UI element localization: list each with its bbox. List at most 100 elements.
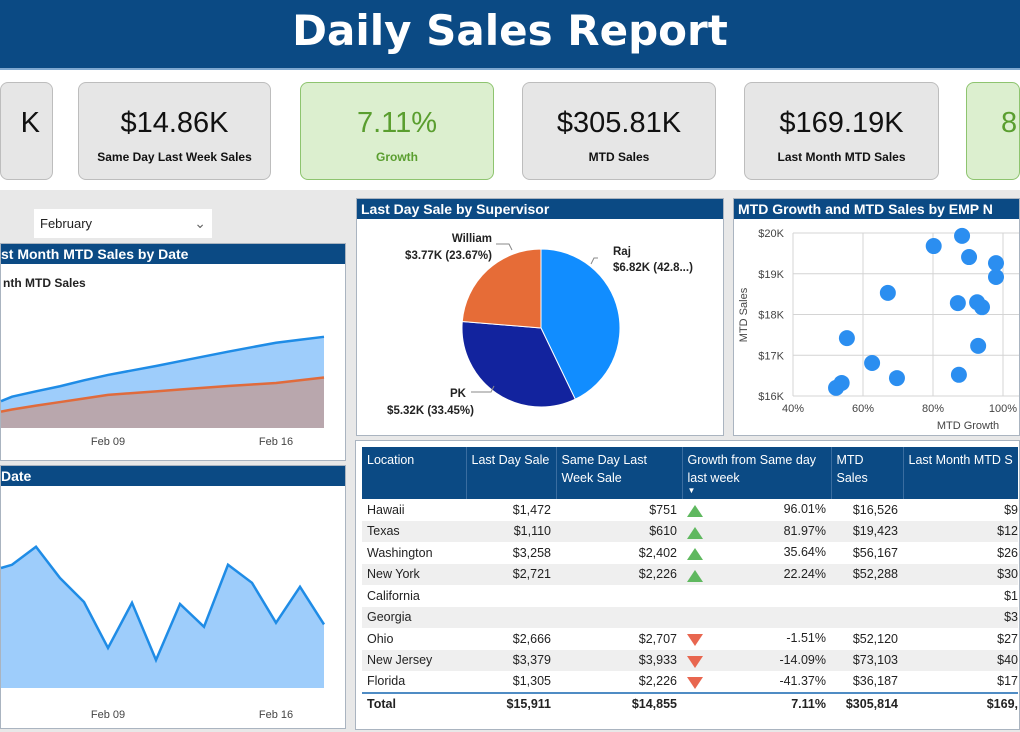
pie-label-name: PK bbox=[450, 388, 467, 400]
cell-last-day-sale bbox=[466, 606, 556, 628]
table-total-row: Total $15,911 $14,855 7.11% $305,814 $16… bbox=[362, 691, 1018, 715]
cell-last-day-sale: $2,721 bbox=[466, 563, 556, 585]
scatter-point bbox=[879, 284, 896, 301]
table-row[interactable]: New York $2,721 $2,226 22.24% $52,288 $3… bbox=[362, 563, 1018, 585]
growth-value: -1.51% bbox=[786, 631, 826, 646]
pie-leader-line bbox=[590, 257, 598, 265]
table-row[interactable]: Washington $3,258 $2,402 35.64% $56,167 … bbox=[362, 542, 1018, 564]
cell-same-day-last-week: $2,707 bbox=[638, 631, 677, 646]
cell-growth bbox=[682, 606, 831, 628]
column-header-growth[interactable]: Growth from Same day last week ▼ bbox=[682, 447, 832, 499]
month-slicer-dropdown[interactable]: February ⌄ bbox=[34, 209, 212, 238]
column-header-last-day-sale[interactable]: Last Day Sale bbox=[466, 447, 557, 499]
cell-growth: 22.24% bbox=[682, 563, 831, 585]
kpi-card-mtd-sales: $305.81K MTD Sales bbox=[522, 82, 716, 180]
y-tick-label: $18K bbox=[758, 310, 784, 322]
chevron-down-icon: ⌄ bbox=[194, 215, 206, 231]
kpi-card-same-day-last-week: $14.86K Same Day Last Week Sales bbox=[78, 82, 271, 180]
cell-last-month-mtd: $17 bbox=[997, 674, 1018, 689]
table-row[interactable]: Ohio $2,666 $2,707 -1.51% $52,120 $27 bbox=[362, 628, 1018, 650]
cell-last-day-sale: $1,110 bbox=[466, 520, 556, 542]
pie-leader-line bbox=[496, 243, 513, 251]
growth-value: 35.64% bbox=[783, 545, 826, 560]
cell-growth: 81.97% bbox=[682, 520, 831, 542]
table-row[interactable]: Florida $1,305 $2,226 -41.37% $36,187 $1… bbox=[362, 671, 1018, 693]
cell-mtd-sales bbox=[831, 585, 903, 607]
table-row[interactable]: California $1 bbox=[362, 585, 1018, 607]
cell-last-month-mtd: $12 bbox=[903, 520, 1018, 542]
chart-title: Date bbox=[1, 466, 345, 486]
cell-last-month-mtd: $40 bbox=[903, 649, 1018, 671]
column-header-location[interactable]: Location bbox=[362, 447, 467, 499]
cell-growth: 35.64% bbox=[682, 542, 831, 564]
growth-value: -41.37% bbox=[779, 673, 826, 688]
trend-down-icon bbox=[687, 634, 703, 647]
table-row[interactable]: Texas $1,110 $610 81.97% $19,423 $12 bbox=[362, 520, 1018, 542]
page-title: Daily Sales Report bbox=[292, 6, 728, 55]
cell-mtd-sales: $73,103 bbox=[831, 649, 903, 671]
cell-growth: -1.51% bbox=[682, 628, 831, 650]
x-tick-label: Feb 16 bbox=[259, 436, 293, 448]
scatter-point bbox=[838, 330, 855, 347]
scatter-point bbox=[974, 299, 990, 316]
cell-location: California bbox=[367, 588, 420, 603]
kpi-card-last-day-sales: K bbox=[0, 82, 53, 180]
column-header-mtd-sales[interactable]: MTD Sales bbox=[831, 447, 904, 499]
scatter-point bbox=[950, 366, 967, 383]
kpi-card-growth: 7.11% Growth bbox=[300, 82, 494, 180]
x-tick-label: Feb 09 bbox=[91, 709, 125, 721]
trend-up-icon bbox=[687, 569, 703, 582]
x-tick-label: 40% bbox=[782, 403, 804, 415]
cell-mtd-sales: $19,423 bbox=[831, 520, 903, 542]
pie-label-value: $6.82K (42.8...) bbox=[613, 262, 693, 274]
table-row[interactable]: Hawaii $1,472 $751 96.01% $16,526 $9 bbox=[362, 499, 1018, 521]
location-sales-table: Location Last Day Sale Same Day Last Wee… bbox=[362, 447, 1018, 715]
scatter-point bbox=[864, 354, 881, 371]
total-mtd-sales: $305,814 bbox=[831, 691, 903, 715]
cell-last-day-sale: $3,379 bbox=[466, 649, 556, 671]
series-area-last-month-mtd bbox=[1, 377, 324, 428]
cell-same-day-last-week bbox=[556, 585, 682, 607]
trend-up-icon bbox=[687, 505, 703, 518]
column-header-same-day-last-week[interactable]: Same Day Last Week Sale bbox=[556, 447, 683, 499]
table-row[interactable]: Georgia $3 bbox=[362, 606, 1018, 628]
cell-last-month-mtd: $1 bbox=[1004, 588, 1018, 603]
pie-slice-pk bbox=[461, 320, 576, 408]
cell-last-month-mtd: $26 bbox=[997, 545, 1018, 560]
y-tick-label: $16K bbox=[758, 391, 784, 403]
cell-last-day-sale: $1,305 bbox=[512, 674, 551, 689]
x-tick-label: Feb 16 bbox=[259, 709, 293, 721]
cell-same-day-last-week: $2,402 bbox=[638, 545, 677, 560]
scatter-point bbox=[888, 370, 905, 387]
column-header-last-month-mtd[interactable]: Last Month MTD S bbox=[903, 447, 1018, 499]
scatter-point bbox=[988, 269, 1004, 286]
kpi-card-mtd-growth: 8 bbox=[966, 82, 1020, 180]
trend-down-icon bbox=[687, 676, 703, 689]
cell-last-day-sale: $1,472 bbox=[512, 502, 551, 517]
x-tick-label: Feb 09 bbox=[91, 436, 125, 448]
y-tick-label: $20K bbox=[758, 228, 784, 240]
pie-label-value: $3.77K (23.67%) bbox=[405, 250, 492, 262]
cell-same-day-last-week: $2,226 bbox=[638, 674, 677, 689]
growth-value: 22.24% bbox=[783, 566, 826, 581]
trend-up-icon bbox=[687, 548, 703, 561]
column-header-label: Growth from Same day last week bbox=[687, 453, 817, 485]
x-tick-label: 80% bbox=[922, 403, 944, 415]
cell-mtd-sales: $56,167 bbox=[852, 545, 898, 560]
chart-title: MTD Growth and MTD Sales by EMP N bbox=[734, 199, 1019, 219]
x-tick-label: 60% bbox=[852, 403, 874, 415]
cell-mtd-sales: $36,187 bbox=[852, 674, 898, 689]
legend-label: nth MTD Sales bbox=[3, 276, 86, 290]
scatter-point bbox=[970, 337, 987, 354]
scatter-point bbox=[954, 227, 971, 244]
x-axis-title: MTD Growth bbox=[937, 420, 999, 432]
pie-leader-line bbox=[471, 385, 495, 393]
total-last-day-sale: $15,911 bbox=[466, 691, 556, 715]
series-line-mtd-sales bbox=[0, 335, 325, 403]
y-tick-label: $19K bbox=[758, 269, 784, 281]
cell-same-day-last-week: $751 bbox=[649, 502, 677, 517]
table-row[interactable]: New Jersey $3,379 $3,933 -14.09% $73,103… bbox=[362, 649, 1018, 671]
slicer-value: February bbox=[40, 216, 93, 231]
cell-mtd-sales: $52,288 bbox=[831, 563, 903, 585]
